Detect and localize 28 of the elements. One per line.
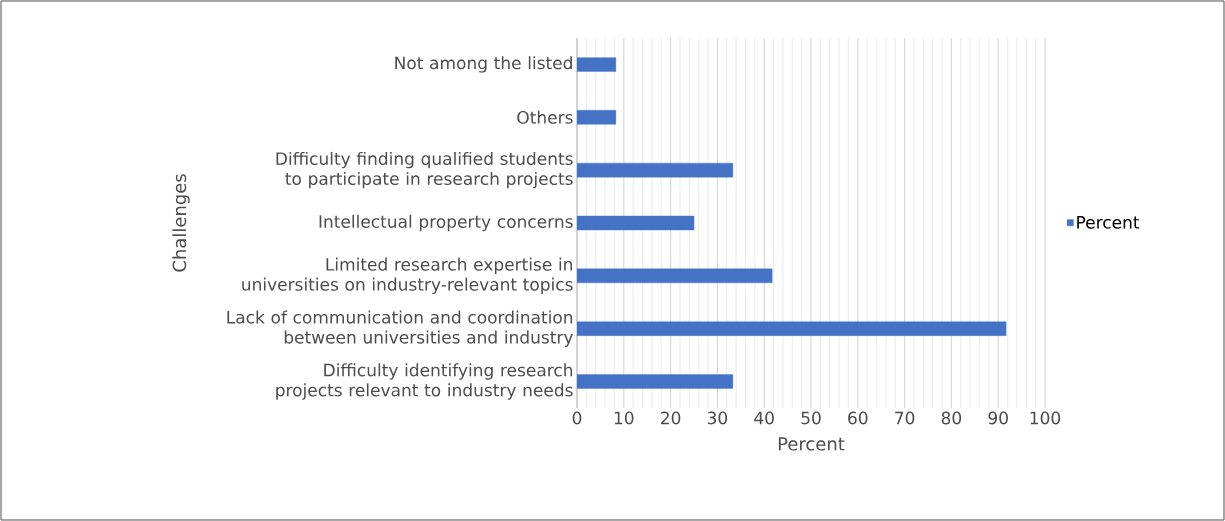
bar xyxy=(577,215,695,231)
y-tick-label: Lack of communication and coordination between universities and industry xyxy=(227,310,573,347)
y-tick-label: Not among the listed xyxy=(395,56,572,73)
x-tick-label: 100 xyxy=(1030,411,1061,425)
bar xyxy=(577,321,1007,336)
x-tick-label: 50 xyxy=(801,411,821,425)
x-tick-label: 0 xyxy=(572,411,582,425)
x-tick-label: 30 xyxy=(707,411,728,425)
x-axis-title: Percent xyxy=(778,437,845,451)
bar xyxy=(577,374,734,389)
x-tick-label: 80 xyxy=(941,411,962,425)
y-tick-label: Limited research expertise in universities on industry-relevant topics xyxy=(242,257,573,295)
x-tick-label: 10 xyxy=(614,411,634,425)
y-tick-label: Others xyxy=(517,110,573,124)
y-tick-label: Intellectual property concerns xyxy=(319,214,573,232)
y-axis-title: Challenges xyxy=(172,174,190,272)
x-tick-label: 90 xyxy=(988,411,1008,425)
bar xyxy=(577,268,773,284)
bar xyxy=(577,57,617,72)
legend-label: Percent xyxy=(1077,216,1140,229)
x-tick-label: 60 xyxy=(848,411,868,425)
bar xyxy=(577,110,617,125)
x-tick-label: 40 xyxy=(754,411,774,425)
x-tick-label: 20 xyxy=(661,411,681,425)
x-tick-label: 70 xyxy=(895,411,915,425)
bar xyxy=(577,162,734,178)
y-tick-label: Difficulty identifying research projects relevant to industry needs xyxy=(276,363,573,400)
y-tick-label: Difficulty finding qualified students to participate in research projects xyxy=(276,151,573,189)
